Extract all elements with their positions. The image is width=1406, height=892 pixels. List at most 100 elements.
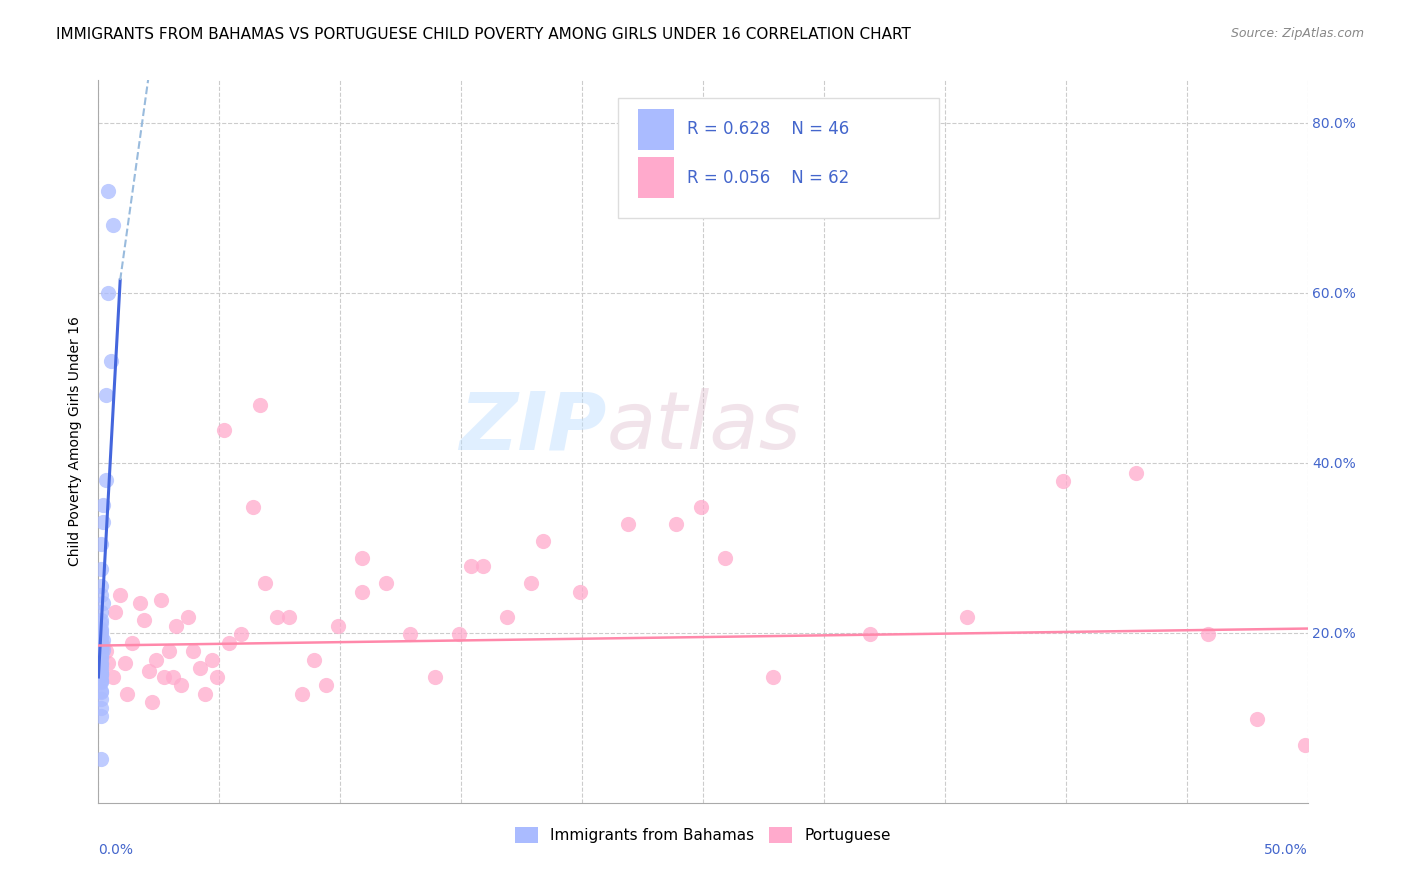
Point	[762, 670, 785, 684]
Point	[94, 473, 117, 487]
Point	[90, 751, 112, 765]
Point	[266, 610, 288, 624]
Point	[218, 636, 240, 650]
Point	[212, 424, 235, 438]
Point	[117, 687, 139, 701]
Point	[531, 533, 554, 548]
Y-axis label: Child Poverty Among Girls Under 16: Child Poverty Among Girls Under 16	[69, 317, 83, 566]
Point	[302, 653, 325, 667]
Point	[90, 709, 112, 723]
Point	[568, 585, 591, 599]
Point	[90, 624, 112, 639]
Point	[315, 678, 337, 692]
Point	[201, 653, 224, 667]
Point	[90, 675, 112, 690]
Point	[90, 657, 112, 672]
Point	[90, 588, 112, 602]
Point	[128, 596, 150, 610]
Point	[290, 687, 312, 701]
Point	[194, 687, 217, 701]
Point	[229, 627, 252, 641]
Point	[101, 218, 124, 232]
Point	[460, 559, 482, 574]
Point	[97, 184, 120, 198]
Point	[101, 670, 124, 684]
Point	[90, 674, 112, 689]
Point	[90, 642, 112, 657]
Text: Source: ZipAtlas.com: Source: ZipAtlas.com	[1230, 27, 1364, 40]
Point	[90, 700, 112, 714]
Point	[90, 685, 112, 699]
Point	[617, 516, 640, 531]
Point	[94, 388, 117, 402]
Point	[90, 651, 112, 665]
Text: R = 0.628    N = 46: R = 0.628 N = 46	[688, 120, 849, 138]
Point	[152, 670, 174, 684]
Point	[90, 666, 112, 681]
Point	[1125, 466, 1147, 480]
Point	[90, 579, 112, 593]
Point	[90, 668, 112, 682]
FancyBboxPatch shape	[638, 109, 673, 150]
Point	[165, 619, 187, 633]
Point	[254, 576, 277, 591]
Point	[90, 641, 112, 656]
Point	[90, 605, 112, 619]
Point	[496, 610, 519, 624]
Point	[90, 647, 112, 661]
Point	[90, 644, 112, 658]
Point	[90, 692, 112, 706]
Point	[859, 627, 882, 641]
Point	[1052, 475, 1074, 489]
Point	[90, 634, 112, 648]
Point	[114, 656, 136, 670]
Point	[138, 664, 160, 678]
Point	[97, 656, 120, 670]
Text: 0.0%: 0.0%	[98, 843, 134, 856]
Point	[1197, 627, 1219, 641]
Point	[181, 644, 204, 658]
Point	[157, 644, 180, 658]
Point	[90, 615, 112, 630]
Point	[104, 605, 127, 619]
Legend: Immigrants from Bahamas, Portuguese: Immigrants from Bahamas, Portuguese	[509, 822, 897, 849]
Point	[134, 613, 156, 627]
Text: ZIP: ZIP	[458, 388, 606, 467]
Point	[145, 653, 167, 667]
Point	[689, 500, 711, 514]
Point	[90, 613, 112, 627]
Point	[141, 696, 163, 710]
Point	[90, 673, 112, 687]
Point	[90, 664, 112, 678]
Point	[90, 683, 112, 698]
Point	[90, 625, 112, 640]
Point	[205, 670, 228, 684]
Point	[665, 516, 688, 531]
Point	[188, 661, 211, 675]
Text: R = 0.056    N = 62: R = 0.056 N = 62	[688, 169, 849, 186]
Point	[121, 636, 143, 650]
FancyBboxPatch shape	[619, 98, 939, 218]
Point	[90, 639, 112, 653]
Point	[91, 498, 114, 512]
Point	[94, 644, 117, 658]
Text: IMMIGRANTS FROM BAHAMAS VS PORTUGUESE CHILD POVERTY AMONG GIRLS UNDER 16 CORRELA: IMMIGRANTS FROM BAHAMAS VS PORTUGUESE CH…	[56, 27, 911, 42]
Point	[90, 630, 112, 644]
Point	[1246, 713, 1268, 727]
Text: atlas: atlas	[606, 388, 801, 467]
Point	[90, 622, 112, 636]
Point	[278, 610, 301, 624]
Point	[326, 619, 349, 633]
Point	[169, 678, 191, 692]
Point	[90, 660, 112, 674]
Point	[177, 610, 200, 624]
Point	[97, 285, 120, 300]
Point	[90, 536, 112, 550]
Point	[91, 642, 114, 657]
Point	[90, 562, 112, 576]
Point	[350, 551, 373, 566]
Point	[471, 559, 494, 574]
Point	[447, 627, 470, 641]
Point	[423, 670, 446, 684]
Text: 50.0%: 50.0%	[1264, 843, 1308, 856]
